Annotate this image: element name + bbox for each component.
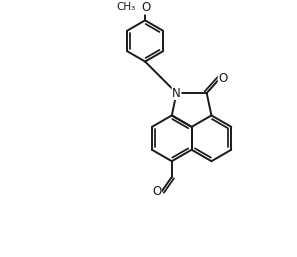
- Text: N: N: [172, 87, 181, 99]
- Text: O: O: [152, 185, 161, 198]
- Text: O: O: [218, 72, 228, 85]
- Text: O: O: [141, 1, 150, 14]
- Text: CH₃: CH₃: [116, 3, 135, 13]
